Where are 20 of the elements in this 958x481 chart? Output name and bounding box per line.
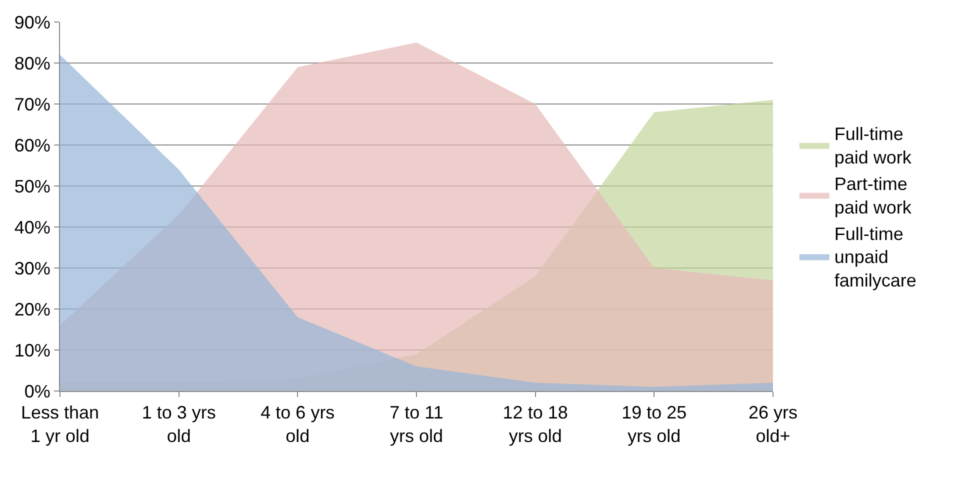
y-tick-label: 90% [14,12,50,32]
legend-label: Full-time unpaid familycare [834,224,916,291]
x-tick-label: 12 to 18 yrs old [502,402,568,446]
x-tick-label: 19 to 25 yrs old [622,402,687,446]
y-tick-label: 40% [14,217,50,238]
y-tick-label: 10% [14,340,50,360]
y-tick-label: 60% [14,135,50,156]
x-tick-label: Less than 1 yr old [20,402,100,446]
x-tick-label: 1 to 3 yrs old [142,402,216,446]
y-tick-label: 0% [24,381,50,402]
y-tick-label: 20% [14,299,50,320]
legend-label: Full-time paid work [834,124,912,168]
x-tick-label: 26 yrs old+ [748,402,798,446]
legend-label: Part-time paid work [834,174,912,218]
y-tick-label: 80% [14,53,50,74]
y-tick-label: 70% [14,94,50,114]
x-tick-label: 7 to 11 yrs old [390,402,444,446]
y-tick-label: 30% [14,258,50,278]
y-tick-label: 50% [14,176,50,196]
x-tick-label: 4 to 6 yrs old [260,402,335,446]
